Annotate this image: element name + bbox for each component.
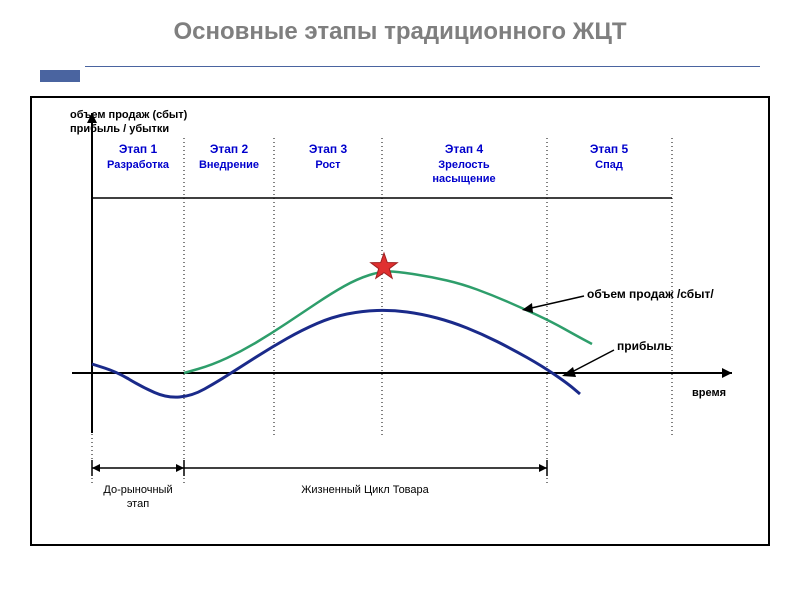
page-title: Основные этапы традиционного ЖЦТ — [40, 18, 760, 46]
profit-label: прибыль — [617, 339, 672, 353]
stage-3-title: Этап 3 — [309, 142, 348, 156]
accent-block — [40, 70, 80, 82]
stage-5-sub: Спад — [595, 159, 623, 171]
y-axis-label-2: прибыль / убытки — [70, 123, 169, 135]
stage-4-sub: Зрелость — [438, 159, 490, 171]
sales-curve — [184, 271, 592, 373]
stage-headers: Этап 1 Разработка Этап 2 Внедрение Этап … — [107, 142, 628, 185]
x-axis-label: время — [692, 387, 726, 399]
stage-4-sub2: насыщение — [432, 173, 495, 185]
brackets — [92, 460, 547, 476]
stage-4-title: Этап 4 — [445, 142, 484, 156]
title-underline — [85, 66, 760, 67]
chart-frame: объем продаж (сбыт) прибыль / убытки Эта… — [30, 96, 770, 546]
stage-1-title: Этап 1 — [119, 142, 158, 156]
stage-3-sub: Рост — [315, 159, 341, 171]
bracket-lifecycle: Жизненный Цикл Товара — [301, 484, 429, 496]
stage-2-title: Этап 2 — [210, 142, 249, 156]
sales-label: объем продаж /сбыт/ — [587, 287, 714, 301]
y-axis-label-1: объем продаж (сбыт) — [70, 109, 188, 121]
lifecycle-chart: объем продаж (сбыт) прибыль / убытки Эта… — [32, 98, 768, 544]
sales-callout: объем продаж /сбыт/ — [522, 287, 714, 313]
stage-2-sub: Внедрение — [199, 159, 259, 171]
bracket-premarket-2: этап — [127, 498, 149, 510]
title-area: Основные этапы традиционного ЖЦТ — [0, 0, 800, 54]
slide: Основные этапы традиционного ЖЦТ объем п… — [0, 0, 800, 600]
profit-curve — [92, 310, 580, 397]
bracket-premarket-1: До-рыночный — [103, 484, 172, 496]
stage-5-title: Этап 5 — [590, 142, 629, 156]
profit-callout: прибыль — [562, 339, 672, 377]
stage-1-sub: Разработка — [107, 159, 170, 171]
